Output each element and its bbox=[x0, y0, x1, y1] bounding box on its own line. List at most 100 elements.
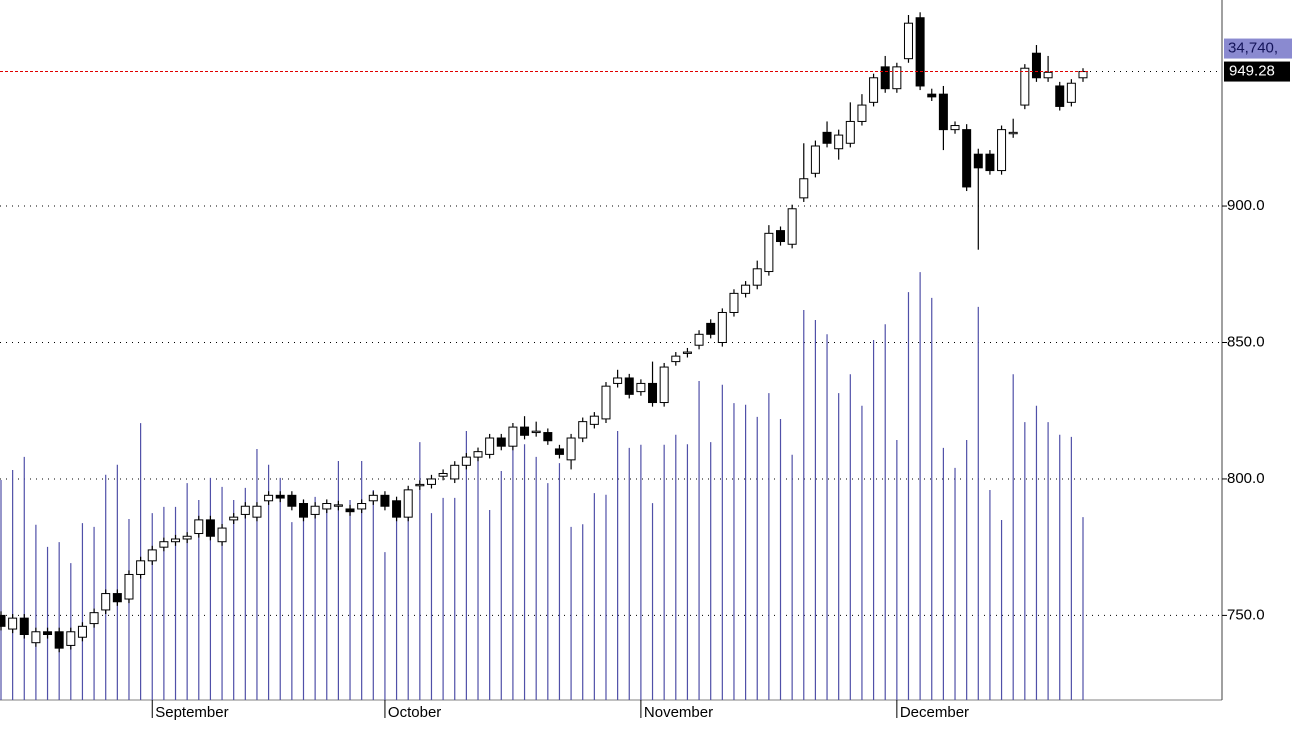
candle-body bbox=[950, 125, 960, 131]
candle-body bbox=[1031, 52, 1041, 79]
candle-body bbox=[892, 66, 902, 90]
candle-body bbox=[729, 292, 739, 313]
candle-body bbox=[799, 178, 809, 199]
candle-body bbox=[1066, 82, 1076, 103]
candle-body bbox=[880, 66, 890, 90]
candle-body bbox=[112, 593, 122, 603]
candle-body bbox=[380, 494, 390, 507]
candle-body bbox=[659, 366, 669, 404]
candle-body bbox=[101, 593, 111, 611]
candle-body bbox=[275, 494, 285, 499]
candle-body bbox=[415, 483, 425, 487]
price-tag: 949.28 bbox=[1229, 63, 1275, 80]
candle-body bbox=[834, 134, 844, 150]
candle-body bbox=[298, 503, 308, 518]
candle-body bbox=[8, 617, 18, 630]
x-tick-label: November bbox=[644, 704, 713, 721]
candle-body bbox=[682, 351, 692, 354]
candle-body bbox=[531, 430, 541, 434]
candle-body bbox=[822, 131, 832, 144]
candle-body bbox=[43, 631, 53, 636]
candle-body bbox=[194, 519, 204, 535]
candle-body bbox=[426, 478, 436, 485]
candle-body bbox=[229, 516, 239, 521]
candle-body bbox=[508, 426, 518, 447]
candle-body bbox=[589, 415, 599, 425]
candle-body bbox=[636, 382, 646, 393]
candle-body bbox=[554, 448, 564, 455]
candle-body bbox=[0, 614, 6, 627]
x-tick-label: December bbox=[900, 704, 969, 721]
candle-body bbox=[1043, 71, 1053, 79]
y-tick-label: 800.0 bbox=[1227, 470, 1265, 487]
candle-body bbox=[252, 505, 262, 518]
candle-body bbox=[31, 631, 41, 644]
candle-body bbox=[205, 519, 215, 537]
candle-body bbox=[810, 145, 820, 174]
x-tick-label: October bbox=[388, 704, 441, 721]
candle-body bbox=[357, 503, 367, 510]
candle-body bbox=[403, 489, 413, 518]
price-tag-bg bbox=[1224, 61, 1290, 82]
candle-body bbox=[54, 631, 64, 649]
candle-body bbox=[182, 535, 192, 540]
candle-body bbox=[566, 437, 576, 461]
candle-body bbox=[66, 631, 76, 646]
candle-body bbox=[89, 612, 99, 625]
candle-body bbox=[333, 504, 343, 507]
candle-body bbox=[973, 153, 983, 169]
candle-body bbox=[927, 93, 937, 98]
candle-body bbox=[578, 421, 588, 439]
candle-body bbox=[473, 451, 483, 458]
candle-body bbox=[648, 382, 658, 404]
candle-body bbox=[1020, 67, 1030, 106]
y-tick-label: 750.0 bbox=[1227, 606, 1265, 623]
candle-body bbox=[438, 472, 448, 477]
candle-body bbox=[543, 432, 553, 442]
candle-body bbox=[136, 560, 146, 575]
candle-body bbox=[124, 573, 134, 600]
candle-body bbox=[322, 503, 332, 510]
candle-body bbox=[997, 129, 1007, 172]
candle-body bbox=[962, 129, 972, 188]
candle-body bbox=[1055, 85, 1065, 107]
candle-body bbox=[461, 456, 471, 466]
candle-body bbox=[671, 355, 681, 363]
candle-body bbox=[845, 120, 855, 144]
candle-body bbox=[1008, 131, 1018, 135]
candle-body bbox=[938, 93, 948, 131]
candle-body bbox=[869, 77, 879, 103]
candle-body bbox=[159, 541, 169, 548]
candle-body bbox=[1078, 71, 1088, 79]
y-tick-label: 900.0 bbox=[1227, 197, 1265, 214]
candle-body bbox=[392, 500, 402, 518]
candle-body bbox=[147, 549, 157, 562]
candle-body bbox=[264, 494, 274, 502]
candle-body bbox=[624, 377, 634, 395]
candle-body bbox=[717, 311, 727, 343]
candle-body bbox=[985, 153, 995, 172]
candle-body bbox=[520, 426, 530, 436]
candle-body bbox=[450, 464, 460, 480]
y-tick-label: 850.0 bbox=[1227, 333, 1265, 350]
candle-body bbox=[915, 17, 925, 87]
candle-body bbox=[217, 527, 227, 543]
candle-body bbox=[601, 385, 611, 420]
candle-body bbox=[903, 22, 913, 60]
candle-body bbox=[240, 505, 250, 515]
candle-body bbox=[485, 437, 495, 455]
candle-body bbox=[171, 538, 181, 543]
candle-body bbox=[787, 208, 797, 245]
candle-body bbox=[776, 230, 786, 243]
candle-body bbox=[19, 617, 29, 636]
candle-body bbox=[496, 437, 506, 447]
candle-body bbox=[706, 322, 716, 335]
candle-body bbox=[613, 377, 623, 384]
candle-body bbox=[310, 505, 320, 515]
candle-body bbox=[857, 104, 867, 122]
candle-body bbox=[764, 232, 774, 273]
volume-tag-bg bbox=[1224, 38, 1292, 59]
candle-body bbox=[345, 508, 355, 513]
candle-body bbox=[741, 284, 751, 294]
